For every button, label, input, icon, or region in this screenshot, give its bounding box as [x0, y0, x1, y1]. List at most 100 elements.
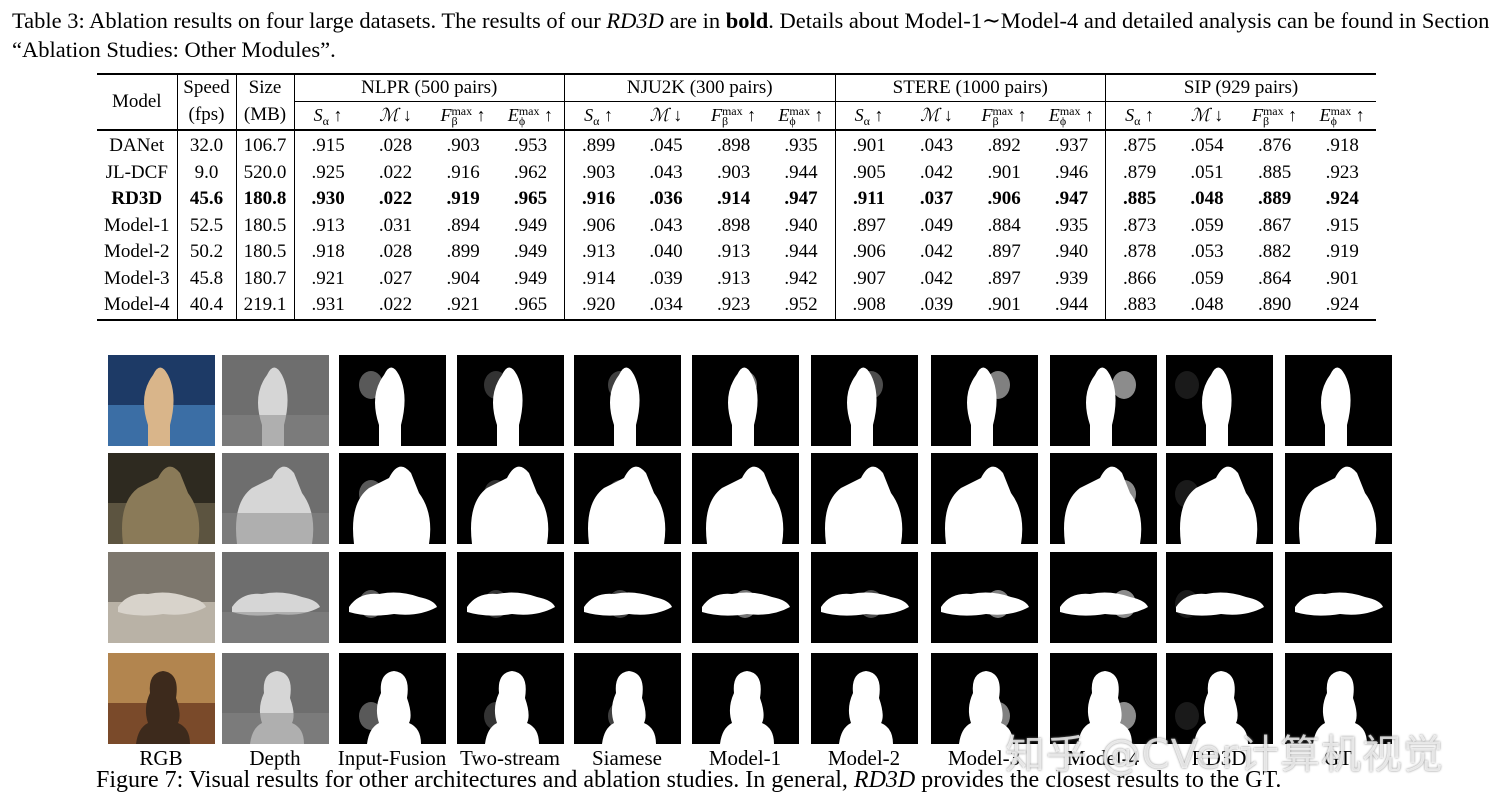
row-model: Model-2 — [104, 241, 170, 263]
row-value: .053 — [1190, 241, 1224, 263]
table-row: RD3D 45.6 180.8.930 .022 .919 .965 .916 .036 .91… — [97, 186, 1376, 213]
result-image — [931, 653, 1038, 744]
row-value: .882 — [1257, 241, 1292, 263]
row-value: .043 — [919, 135, 954, 157]
result-image — [811, 552, 918, 643]
header-metric: S α ↑ — [1105, 101, 1174, 131]
result-image — [222, 355, 329, 446]
result-image — [108, 552, 215, 643]
row-size: 520.0 — [235, 159, 294, 186]
table-row: Model-4 40.4 219.1.931.022.921.965.920.034… — [97, 292, 1376, 321]
row-value: .903 — [446, 135, 480, 157]
header-metric: S α ↑ — [564, 101, 633, 131]
row-value: .899 — [446, 241, 480, 263]
row-value: .897 — [987, 241, 1021, 263]
header-size-unit: (MB) — [235, 101, 294, 131]
result-image — [1166, 552, 1273, 643]
row-value: .918 — [293, 239, 362, 266]
row-value: .965 — [513, 188, 548, 210]
row-value: .901 — [970, 292, 1038, 321]
header-metric: S α ↑ — [293, 101, 362, 131]
result-image — [108, 355, 215, 446]
row-size: 180.7 — [235, 265, 294, 292]
row-value: .036 — [649, 188, 683, 210]
row-value: .921 — [293, 265, 362, 292]
header-metric: S α ↑ — [834, 101, 903, 131]
row-size: 180.8 — [235, 186, 294, 213]
header-speed-unit: (fps) — [176, 101, 236, 131]
result-image — [931, 453, 1038, 544]
row-value: .923 — [699, 292, 768, 321]
row-value: .918 — [1325, 135, 1359, 157]
row-value: .946 — [1054, 161, 1089, 183]
row-model: JL-DCF — [105, 161, 168, 183]
row-value: .919 — [1325, 241, 1359, 263]
row-value: .039 — [649, 267, 683, 289]
row-value: .885 — [1105, 186, 1174, 213]
row-value: .048 — [1190, 188, 1224, 210]
result-image — [1166, 355, 1273, 446]
row-value: .027 — [378, 267, 413, 289]
row-value: .042 — [919, 267, 954, 289]
row-value: .916 — [564, 186, 633, 213]
result-image — [457, 552, 564, 643]
column-label: Model-3 — [947, 746, 1021, 770]
row-value: .028 — [378, 135, 413, 157]
row-value: .054 — [1190, 135, 1224, 157]
result-image — [574, 453, 681, 544]
row-value: .890 — [1240, 292, 1309, 321]
watermark: 知乎 @CVer计算机视觉 — [1005, 732, 1444, 778]
row-value: .913 — [564, 239, 633, 266]
result-image — [339, 355, 446, 446]
row-value: .039 — [902, 292, 971, 321]
row-model: Model-4 — [97, 292, 177, 321]
result-image — [692, 355, 799, 446]
row-value: .908 — [834, 292, 903, 321]
row-speed: 52.5 — [176, 212, 236, 239]
figure-caption: Figure 7: Visual results for other archi… — [96, 767, 1282, 793]
result-image — [222, 453, 329, 544]
row-value: .905 — [834, 159, 903, 186]
header-dataset: NJU2K (300 pairs) — [564, 73, 835, 102]
row-value: .915 — [1325, 214, 1359, 236]
row-value: .049 — [919, 214, 954, 236]
result-image — [1166, 653, 1273, 744]
row-value: .889 — [1257, 188, 1292, 210]
result-image — [108, 653, 215, 744]
row-value: .043 — [649, 214, 683, 236]
header-dataset: SIP (929 pairs) — [1105, 73, 1376, 102]
row-value: .040 — [649, 241, 683, 263]
row-value: .930 — [293, 186, 362, 213]
row-value: .059 — [1190, 267, 1224, 289]
header-model: Model — [97, 73, 177, 131]
column-label: Model-2 — [827, 746, 901, 770]
row-value: .924 — [1308, 292, 1376, 321]
result-image — [692, 453, 799, 544]
row-value: .034 — [632, 292, 700, 321]
row-value: .903 — [564, 159, 633, 186]
row-size: 180.5 — [235, 239, 294, 266]
row-value: .873 — [1105, 212, 1174, 239]
row-value: .897 — [987, 267, 1021, 289]
row-value: .042 — [919, 161, 954, 183]
table-row: DANet 32.0 106.7.915 .028 .903 .953 .899 .045 .8… — [97, 130, 1376, 160]
row-value: .913 — [293, 212, 362, 239]
row-value: .875 — [1105, 130, 1174, 160]
result-image — [931, 355, 1038, 446]
row-value: .913 — [716, 241, 751, 263]
row-value: .878 — [1105, 239, 1174, 266]
table-row: Model-3 45.8 180.7.921 .027 .904 .949 .914 .039… — [97, 265, 1376, 292]
visual-results-figure — [108, 355, 1393, 755]
row-value: .892 — [987, 135, 1021, 157]
result-image — [574, 355, 681, 446]
row-value: .045 — [649, 135, 683, 157]
row-value: .940 — [1054, 241, 1089, 263]
row-speed: 45.8 — [176, 265, 236, 292]
row-value: .059 — [1190, 214, 1224, 236]
result-image — [1050, 355, 1157, 446]
